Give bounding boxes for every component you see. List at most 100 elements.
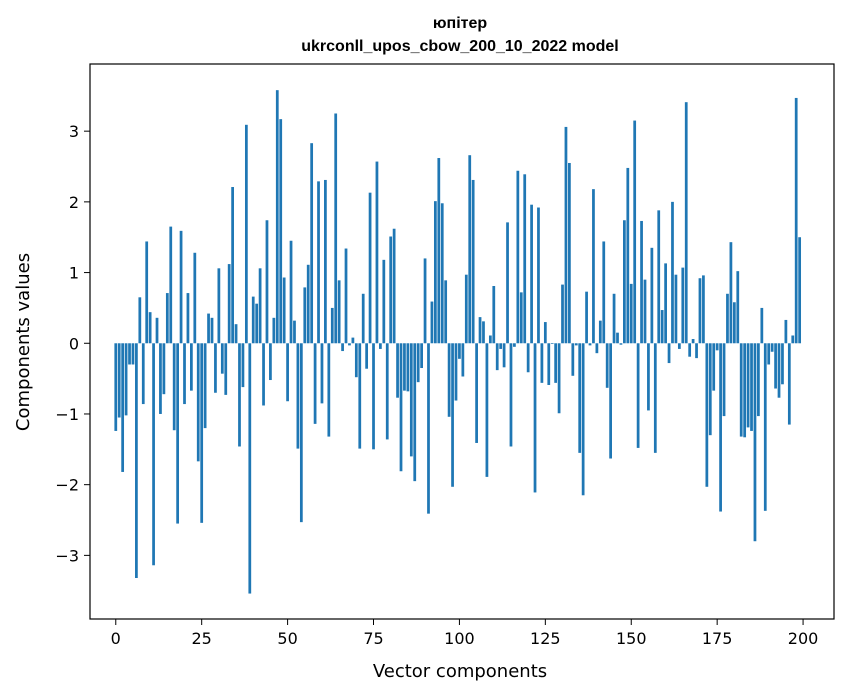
- bar: [475, 343, 478, 443]
- bar: [784, 319, 788, 344]
- bar: [306, 264, 310, 344]
- y-tick-label: 1: [69, 264, 79, 283]
- y-axis-label: Components values: [13, 253, 34, 431]
- bar: [382, 259, 386, 344]
- bar: [251, 296, 255, 344]
- bar: [196, 343, 200, 462]
- bar: [296, 343, 300, 449]
- bar: [214, 343, 217, 393]
- bar: [392, 228, 396, 344]
- bar: [403, 343, 406, 391]
- bar: [794, 97, 798, 344]
- bar: [409, 343, 413, 457]
- y-tick-label: 3: [69, 122, 79, 141]
- x-tick-label: 0: [111, 629, 121, 648]
- bar: [729, 242, 733, 344]
- x-tick-label: 200: [788, 629, 819, 648]
- bar: [124, 343, 128, 416]
- x-tick-label: 175: [702, 629, 733, 648]
- bar: [715, 343, 719, 351]
- bar: [547, 343, 551, 385]
- bar: [193, 252, 197, 344]
- bar: [478, 317, 482, 344]
- bar: [592, 189, 595, 344]
- bar: [791, 335, 795, 344]
- bar: [128, 343, 131, 365]
- bar: [495, 343, 499, 371]
- bar: [279, 119, 283, 344]
- bar: [798, 237, 802, 344]
- bar: [533, 343, 537, 493]
- x-axis-label: Vector components: [373, 661, 547, 682]
- bar: [712, 343, 716, 391]
- chart-title-line1: юпітер: [433, 15, 488, 32]
- y-tick-label: 0: [69, 334, 79, 353]
- bar: [141, 343, 145, 405]
- bar: [368, 192, 372, 344]
- bar: [334, 113, 338, 344]
- x-tick-label: 125: [530, 629, 561, 648]
- bar: [471, 179, 475, 344]
- bar: [375, 161, 379, 344]
- bar: [619, 343, 623, 345]
- bar: [337, 280, 341, 344]
- bar: [330, 307, 334, 344]
- bar: [502, 343, 506, 368]
- bar: [210, 317, 214, 344]
- bar: [688, 343, 692, 357]
- bar: [774, 343, 777, 389]
- bar: [629, 283, 633, 344]
- bar: [451, 343, 454, 487]
- bar-series: [114, 90, 802, 594]
- y-axis-ticks: −3 −2 −1 0 1 2 3: [55, 122, 90, 565]
- bar: [513, 343, 516, 347]
- bar: [152, 343, 155, 566]
- bar: [186, 293, 190, 344]
- bar: [114, 343, 118, 431]
- bar: [509, 343, 513, 447]
- bar: [389, 236, 393, 344]
- bar: [207, 313, 210, 344]
- bar: [227, 264, 231, 344]
- bar: [561, 284, 564, 344]
- bar: [162, 343, 166, 395]
- bar: [626, 167, 630, 344]
- bar: [179, 230, 183, 344]
- bar: [327, 343, 331, 437]
- bar: [564, 126, 568, 344]
- bar: [420, 343, 423, 369]
- bar: [444, 280, 448, 344]
- bar: [183, 343, 186, 405]
- bar: [155, 317, 159, 344]
- bar: [303, 287, 307, 344]
- bar: [677, 343, 681, 349]
- bar: [681, 267, 685, 344]
- bar: [299, 343, 303, 523]
- bar: [485, 343, 489, 477]
- bar: [691, 339, 695, 344]
- bar: [598, 320, 602, 344]
- bar: [760, 307, 764, 344]
- bar: [293, 320, 296, 344]
- bar: [282, 277, 286, 344]
- bar: [671, 201, 674, 344]
- bar: [757, 343, 760, 417]
- bar: [310, 143, 314, 344]
- bar: [433, 201, 437, 344]
- y-tick-label: −3: [55, 546, 79, 565]
- bar: [519, 292, 523, 344]
- bar: [320, 343, 324, 404]
- y-tick-label: −2: [55, 476, 79, 495]
- bar: [396, 343, 399, 398]
- bar: [540, 343, 544, 383]
- bar: [423, 258, 427, 344]
- bar: [159, 343, 162, 414]
- bar: [537, 207, 540, 344]
- bar: [121, 343, 125, 472]
- bar: [255, 303, 259, 344]
- bar: [488, 335, 492, 344]
- bar: [286, 343, 289, 402]
- bar: [461, 343, 465, 377]
- bar: [289, 240, 293, 344]
